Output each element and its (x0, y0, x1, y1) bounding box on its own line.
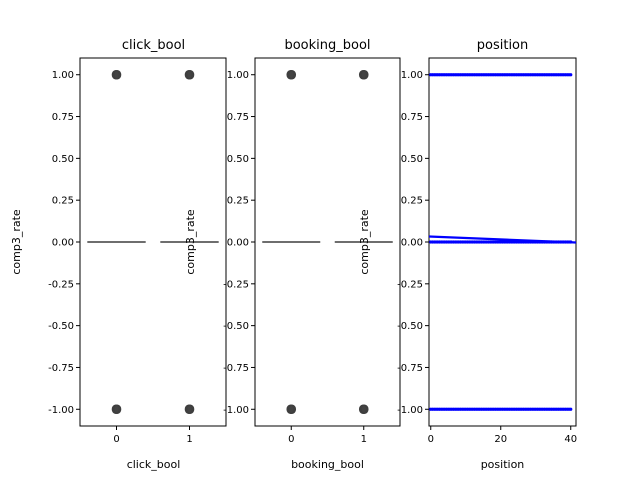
y-tick-label: 0.25 (52, 196, 74, 207)
y-tick-label: -0.25 (223, 279, 249, 290)
y-tick-label: 1.00 (401, 70, 423, 81)
y-tick-label: 0.00 (401, 238, 423, 249)
y-tick-label: -1.00 (223, 405, 249, 416)
y-tick-label: -0.50 (397, 321, 423, 332)
outlier-point (360, 70, 369, 80)
x-tick-label: 1 (186, 434, 192, 445)
y-tick-label: 0.75 (227, 112, 249, 123)
panel-title: booking_bool (284, 38, 370, 53)
y-tick-label: -1.00 (397, 405, 423, 416)
y-tick-label: -0.75 (397, 363, 423, 374)
y-tick-label: -1.00 (48, 405, 74, 416)
y-tick-label: 0.00 (52, 238, 74, 249)
y-tick-label: 1.00 (52, 70, 74, 81)
y-tick-label: 0.25 (227, 196, 249, 207)
plot-area-click-bool: -1.00 -0.75 -0.50 -0.25 0.00 0.25 0.50 0.75 1.00… (48, 57, 227, 445)
panel-position: position position comp3_rate -1.00-0.75-… (358, 38, 577, 471)
y-tick-label: -0.50 (223, 321, 249, 332)
y-tick-label: -0.75 (48, 363, 74, 374)
panel-title: position (477, 38, 529, 53)
outlier-point (288, 70, 297, 80)
plot-area-position: -1.00 -0.75 -0.50 -0.25 0.00 0.25 0.50 0.75 1.00… (397, 57, 577, 445)
y-tick-label: -0.50 (48, 321, 74, 332)
x-axis-label: click_bool (127, 458, 181, 471)
plot-area-booking-bool: -1.00 -0.75 -0.50 -0.25 0.00 0.25 0.50 0.75 1.00… (223, 57, 401, 445)
y-tick-label: -0.75 (223, 363, 249, 374)
y-tick-label: 1.00 (227, 70, 249, 81)
y-tick-label: 0.75 (401, 112, 423, 123)
x-axis-label: position (481, 458, 525, 471)
y-tick-label: 0.50 (401, 154, 423, 165)
x-axis-label: booking_bool (291, 458, 364, 471)
panel-title: click_bool (122, 38, 185, 53)
x-tick-label: 20 (494, 434, 507, 445)
scatter-point (569, 73, 573, 77)
scatter-point (569, 407, 573, 411)
x-tick-label: 40 (564, 434, 577, 445)
x-tick-label: 0 (428, 434, 434, 445)
y-tick-label: 0.50 (227, 154, 249, 165)
x-tick-label: 0 (288, 434, 294, 445)
y-tick-label: 0.00 (227, 238, 249, 249)
y-tick-label: -0.25 (48, 279, 74, 290)
y-tick-label: 0.50 (52, 154, 74, 165)
y-axis-label: comp3_rate (358, 209, 371, 275)
outlier-point (186, 70, 195, 80)
panel-booking-bool: booking_bool booking_bool comp3_rate -1.… (184, 38, 401, 471)
y-axis-label: comp3_rate (10, 209, 23, 275)
y-axis-label: comp3_rate (184, 209, 197, 275)
outlier-point (113, 404, 122, 414)
x-tick-label: 1 (361, 434, 367, 445)
x-tick-label: 0 (113, 434, 119, 445)
y-tick-label: 0.25 (401, 196, 423, 207)
regression-line (428, 235, 577, 244)
panel-click-bool: click_bool click_bool comp3_rate -1.00 -0… (10, 38, 227, 471)
y-tick-label: -0.25 (397, 279, 423, 290)
outlier-point (113, 70, 122, 80)
y-tick-label: 0.75 (52, 112, 74, 123)
outlier-point (360, 404, 369, 414)
outlier-point (288, 404, 297, 414)
outlier-point (186, 404, 195, 414)
